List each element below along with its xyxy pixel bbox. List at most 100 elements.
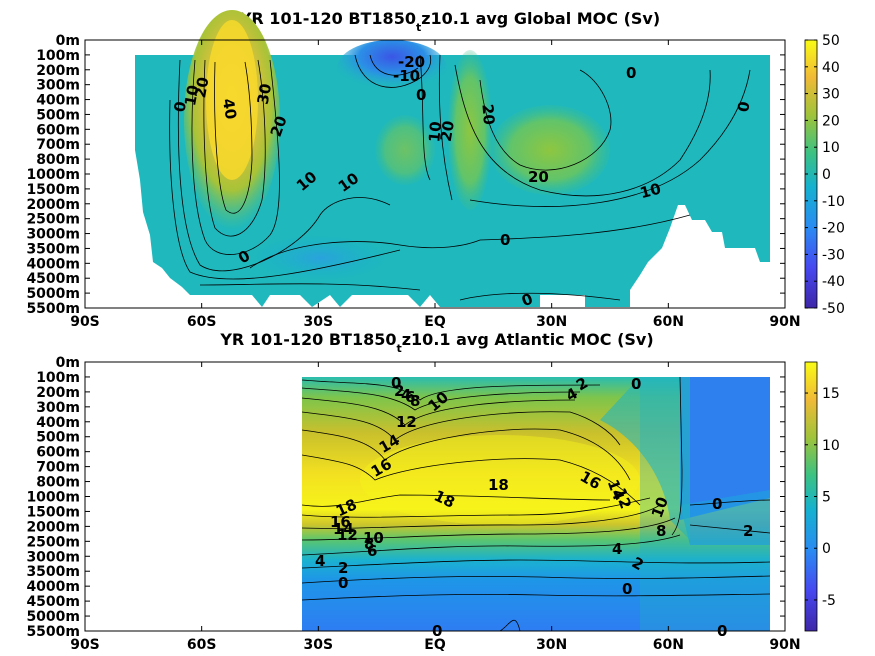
y-tick-label: 1500m xyxy=(26,504,80,520)
colorbar-atlantic: 15 10 5 0 -5 xyxy=(804,361,840,632)
y-tick-label: 0m xyxy=(56,355,80,371)
x-tick-label: 90S xyxy=(70,314,100,330)
colorbar-tick-label: -50 xyxy=(822,301,845,317)
panel-atlantic: YR 101-120 BT1850tz10.1 avg Atlantic MOC… xyxy=(26,330,839,653)
y-tick-label: 1000m xyxy=(26,490,80,506)
colorbar-tick-label: 5 xyxy=(822,490,831,506)
y-tick-label: 2000m xyxy=(26,197,80,213)
y-tick-label: 5500m xyxy=(26,301,80,317)
contour-label: 0 xyxy=(391,374,401,392)
x-tick-label: 30N xyxy=(536,637,567,653)
contour-label: 0 xyxy=(734,100,754,113)
y-tick-label: 800m xyxy=(36,152,80,168)
y-axis-global: 0m100m200m300m400m500m600m700m800m1000m1… xyxy=(26,33,785,317)
y-tick-label: 700m xyxy=(36,137,80,153)
contour-label: 2 xyxy=(394,382,404,400)
y-tick-label: 600m xyxy=(36,122,80,138)
contour-label: 12 xyxy=(396,413,417,431)
contour-label: 20 xyxy=(478,103,498,125)
contour-lines-global xyxy=(169,54,751,301)
x-tick-label: EQ xyxy=(424,637,446,653)
y-tick-label: 300m xyxy=(36,400,80,416)
y-tick-label: 4000m xyxy=(26,256,80,272)
x-tick-label: 60N xyxy=(653,314,684,330)
y-tick-label: 3500m xyxy=(26,564,80,580)
contour-label: 10 xyxy=(181,84,202,108)
y-tick-label: 300m xyxy=(36,78,80,94)
y-tick-label: 500m xyxy=(36,430,80,446)
x-tick-label: 30S xyxy=(304,314,334,330)
x-tick-label: 60S xyxy=(187,637,217,653)
contour-label: 4 xyxy=(315,552,325,570)
contour-label: 0 xyxy=(712,495,722,513)
contour-label: 0 xyxy=(631,375,641,393)
x-tick-label: 90N xyxy=(769,637,800,653)
colorbar-tick-label: 40 xyxy=(822,60,840,76)
y-tick-label: 1000m xyxy=(26,167,80,183)
y-tick-label: 3000m xyxy=(26,549,80,565)
contour-label: 12 xyxy=(337,526,358,544)
contour-label: 10 xyxy=(638,179,663,202)
contour-lines-atlantic xyxy=(301,376,771,632)
contour-label: 4 xyxy=(401,386,411,404)
contour-label: 14 xyxy=(333,520,354,538)
contour-label: 8 xyxy=(410,392,420,410)
contour-label: 20 xyxy=(437,119,458,143)
chart-title-atlantic: YR 101-120 BT1850tz10.1 avg Atlantic MOC… xyxy=(219,330,653,355)
x-tick-label: 60N xyxy=(653,637,684,653)
heatmap-field-global xyxy=(135,10,770,307)
contour-label: 4 xyxy=(612,540,622,558)
x-tick-label: EQ xyxy=(424,314,446,330)
contour-label: 0 xyxy=(622,580,632,598)
colorbar-tick-label: 0 xyxy=(822,167,831,183)
colorbar-tick-label: 50 xyxy=(822,33,840,49)
colorbar-global: 50 40 30 20 10 0 -10 -20 -30 -40 -50 xyxy=(804,33,845,317)
y-tick-label: 2500m xyxy=(26,212,80,228)
x-tick-label: 30S xyxy=(304,637,334,653)
colorbar-tick-label: 15 xyxy=(822,386,840,402)
y-tick-label: 200m xyxy=(36,63,80,79)
contour-label: 2 xyxy=(743,522,753,540)
contour-label: 10 xyxy=(425,121,445,143)
contour-label: 0 xyxy=(416,86,426,104)
colorbar-tick-label: -40 xyxy=(822,274,845,290)
contour-label: 2 xyxy=(338,559,348,577)
y-tick-label: 3500m xyxy=(26,241,80,257)
chart-title-global: YR 101-120 BT1850tz10.1 avg Global MOC (… xyxy=(239,9,660,34)
colorbar-tick-label: -5 xyxy=(822,593,836,609)
y-tick-label: 400m xyxy=(36,93,80,109)
y-tick-label: 100m xyxy=(36,48,80,64)
contour-label: 0 xyxy=(338,574,348,592)
colorbar-tick-label: -20 xyxy=(822,221,845,237)
colorbar-tick-label: -10 xyxy=(822,194,845,210)
x-axis-atlantic: 90S 60S 30S EQ 30N 60N 90N xyxy=(70,362,801,653)
y-tick-label: 5000m xyxy=(26,609,80,625)
contour-label: 10 xyxy=(363,529,384,547)
x-tick-label: 90N xyxy=(769,314,800,330)
x-axis-global: 90S 60S 30S EQ 30N 60N 90N xyxy=(70,40,801,330)
y-axis-atlantic: 0m100m200m300m400m500m600m700m800m1000m1… xyxy=(26,355,785,640)
y-tick-label: 500m xyxy=(36,107,80,123)
contour-label: 6 xyxy=(405,388,415,406)
y-tick-label: 700m xyxy=(36,460,80,476)
y-tick-label: 4000m xyxy=(26,579,80,595)
contour-label: 30 xyxy=(254,82,275,106)
colorbar-tick-label: 10 xyxy=(822,438,840,454)
contour-label: 6 xyxy=(367,542,377,560)
y-tick-label: 1500m xyxy=(26,182,80,198)
contour-label: 16 xyxy=(330,513,351,531)
colorbar-tick-label: 10 xyxy=(822,140,840,156)
y-tick-label: 4500m xyxy=(26,594,80,610)
colorbar-tick-label: 0 xyxy=(822,541,831,557)
y-tick-label: 5500m xyxy=(26,624,80,640)
colorbar-tick-label: -30 xyxy=(822,247,845,263)
y-tick-label: 400m xyxy=(36,415,80,431)
contour-label: 0 xyxy=(170,100,190,113)
y-tick-label: 800m xyxy=(36,475,80,491)
y-tick-label: 200m xyxy=(36,385,80,401)
y-tick-label: 2500m xyxy=(26,534,80,550)
panel-global: YR 101-120 BT1850tz10.1 avg Global MOC (… xyxy=(26,9,844,330)
x-tick-label: 60S xyxy=(187,314,217,330)
contour-label: 0 xyxy=(626,64,636,82)
